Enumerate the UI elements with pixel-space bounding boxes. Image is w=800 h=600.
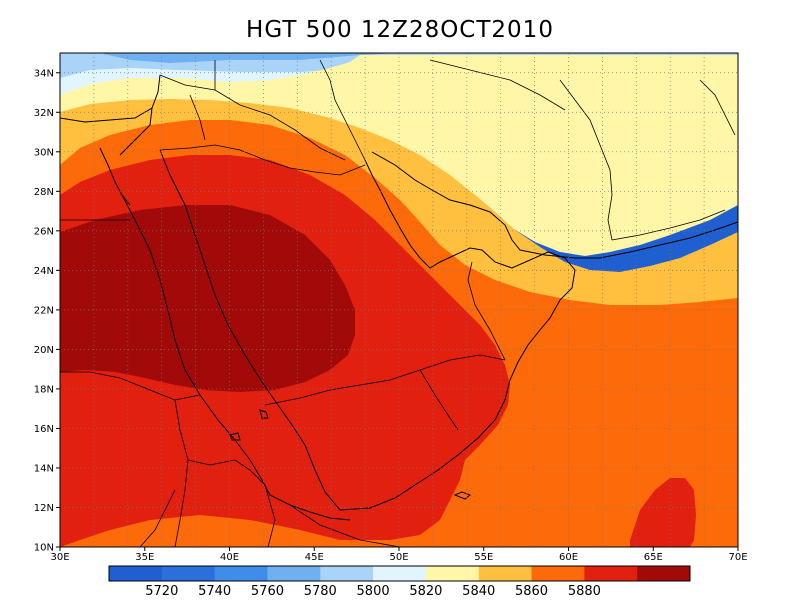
axis-ticks: 34N32N30N28N26N24N22N20N18N16N14N12N10N3… [34, 68, 748, 563]
colorbar-label: 5860 [515, 584, 548, 599]
colorbar-label: 5720 [145, 584, 178, 599]
lon-label: 55E [474, 552, 493, 563]
lon-label: 45E [305, 552, 324, 563]
colorbar: 5720 5740 5760 5780 5800 5820 5840 5860 5880 [108, 565, 691, 599]
lat-label: 22N [34, 305, 54, 316]
lat-label: 20N [34, 345, 54, 356]
colorbar-label: 5740 [198, 584, 231, 599]
lat-label: 34N [34, 68, 54, 79]
colorbar-swatch [161, 566, 216, 581]
colorbar-swatch [320, 566, 374, 581]
coastlines [60, 74, 738, 521]
colorbar-swatch [478, 566, 533, 581]
lon-label: 60E [559, 552, 578, 563]
lat-label: 12N [34, 503, 54, 514]
colorbar-label: 5820 [409, 584, 442, 599]
colorbar-swatch [425, 566, 480, 581]
colorbar-label: 5760 [251, 584, 284, 599]
colorbar-label: 5840 [462, 584, 495, 599]
map-title: HGT 500 12Z28OCT2010 [246, 17, 554, 43]
lat-label: 30N [34, 147, 54, 158]
colorbar-swatch [584, 566, 638, 581]
band-5900 [60, 205, 355, 392]
colorbar-label: 5880 [568, 584, 601, 599]
lat-label: 28N [34, 187, 54, 198]
borders [60, 59, 736, 547]
lon-label: 50E [389, 552, 408, 563]
lon-label: 40E [220, 552, 239, 563]
lat-label: 26N [34, 226, 54, 237]
lon-label: 65E [644, 552, 663, 563]
colorbar-swatch [373, 566, 427, 581]
lon-label: 35E [135, 552, 154, 563]
lat-label: 16N [34, 424, 54, 435]
lat-label: 18N [34, 384, 54, 395]
lon-label: 30E [50, 552, 69, 563]
colorbar-label: 5800 [357, 584, 390, 599]
band-5880-east [630, 478, 696, 547]
lat-label: 24N [34, 266, 54, 277]
lat-label: 32N [34, 108, 54, 119]
colorbar-swatch [214, 566, 268, 581]
colorbar-border [108, 565, 691, 582]
lat-label: 14N [34, 463, 54, 474]
colorbar-swatch [531, 566, 585, 581]
graticule [60, 53, 738, 547]
colorbar-swatch [109, 566, 163, 581]
lon-label: 70E [728, 552, 747, 563]
lat-label: 10N [34, 543, 54, 554]
colorbar-swatch [637, 566, 691, 581]
colorbar-swatch [267, 566, 321, 581]
colorbar-label: 5780 [304, 584, 337, 599]
